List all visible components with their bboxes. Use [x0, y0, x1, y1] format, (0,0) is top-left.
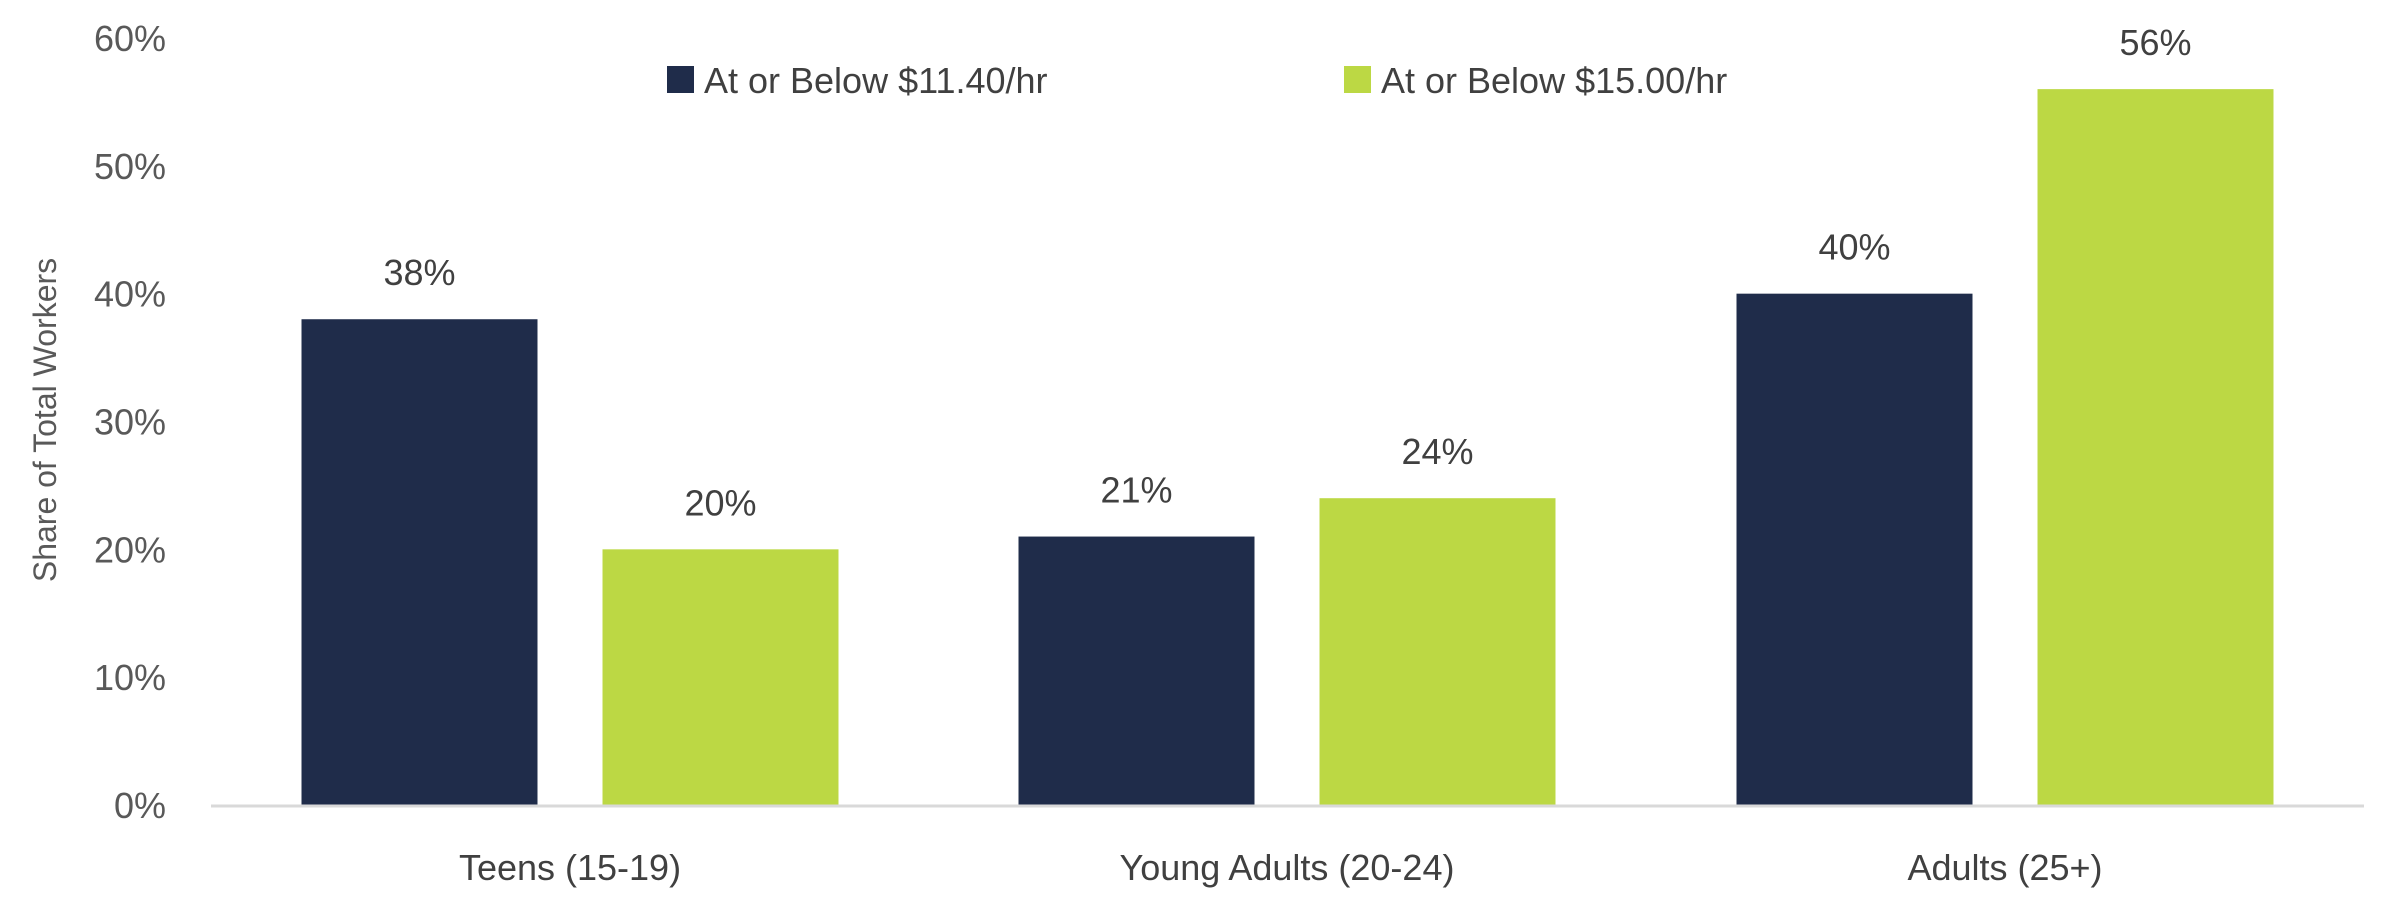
legend-label: At or Below $15.00/hr — [1381, 60, 1727, 101]
data-label: 20% — [684, 482, 756, 523]
bar — [2037, 89, 2274, 806]
x-axis-categories: Teens (15-19) Young Adults (20-24) Adults … — [459, 847, 2103, 888]
legend-swatch — [667, 66, 694, 93]
x-category-label: Adults (25+) — [1907, 847, 2102, 888]
y-tick-label: 50% — [94, 146, 166, 187]
bar — [602, 549, 839, 805]
y-tick-label: 10% — [94, 657, 166, 698]
y-tick-label: 40% — [94, 274, 166, 315]
x-category-label: Teens (15-19) — [459, 847, 681, 888]
legend-label: At or Below $11.40/hr — [704, 60, 1048, 101]
y-axis-ticks: 0% 10% 20% 30% 40% 50% 60% — [94, 18, 166, 826]
y-tick-label: 20% — [94, 529, 166, 570]
x-category-label: Young Adults (20-24) — [1120, 847, 1455, 888]
legend-swatch — [1344, 66, 1371, 93]
data-label: 40% — [1818, 227, 1890, 268]
y-tick-label: 60% — [94, 18, 166, 59]
y-axis-label: Share of Total Workers — [27, 258, 63, 582]
legend: At or Below $11.40/hr At or Below $15.00/… — [667, 60, 1727, 101]
y-tick-label: 0% — [114, 785, 166, 826]
bar — [301, 319, 538, 805]
bar — [1018, 536, 1255, 805]
data-label: 21% — [1100, 470, 1172, 511]
bar — [1319, 498, 1556, 805]
bars: 38% 20% 21% 24% 40% 56% — [301, 22, 2274, 806]
data-label: 38% — [383, 252, 455, 293]
bar — [1736, 293, 1973, 805]
y-tick-label: 30% — [94, 402, 166, 443]
data-label: 56% — [2119, 22, 2191, 63]
data-label: 24% — [1401, 431, 1473, 472]
